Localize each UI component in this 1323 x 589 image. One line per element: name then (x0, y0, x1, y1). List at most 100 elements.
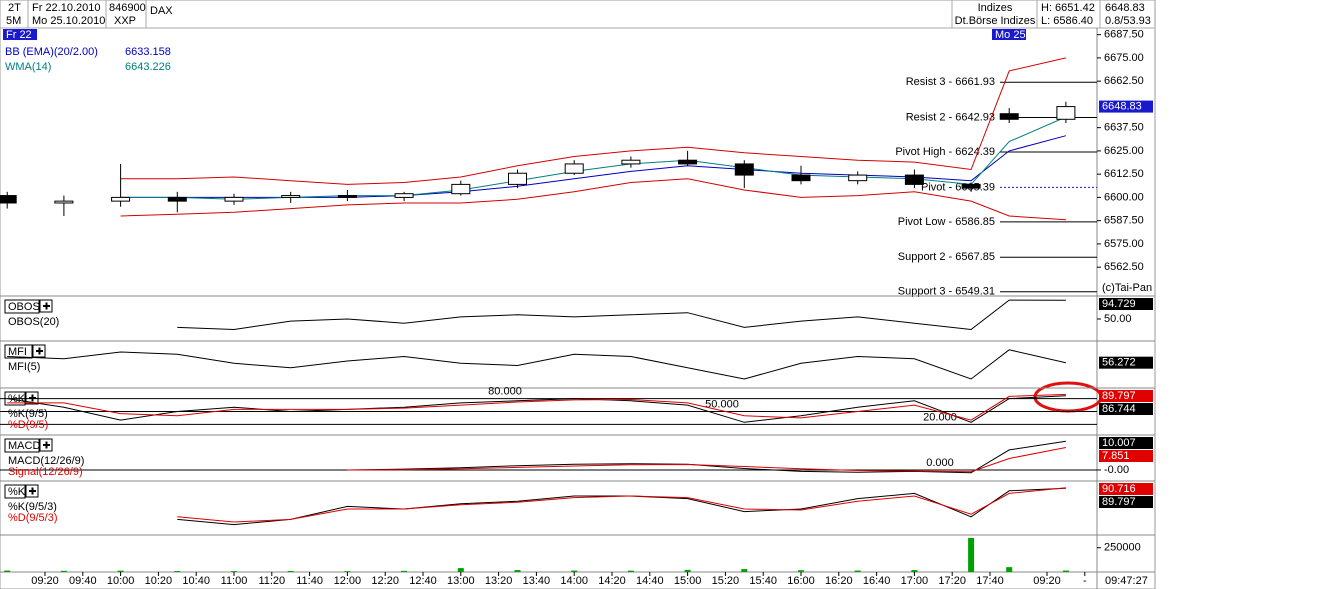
pivot-label: Pivot Low - 6586.85 (898, 216, 995, 228)
volume-bar (287, 571, 294, 572)
x-tick-label: 13:00 (447, 575, 475, 587)
session-label: Fr 22 (6, 29, 32, 41)
candle-body (167, 196, 187, 202)
x-tick-label: 10:00 (107, 575, 135, 587)
volume-bar (741, 569, 748, 572)
value-tag (1099, 437, 1153, 449)
value-tag-label: 94.729 (1102, 298, 1136, 310)
x-tick-label: 11:00 (221, 575, 248, 587)
y-tick-label: 6600.00 (1104, 191, 1144, 203)
level-label: 20.000 (923, 411, 957, 423)
value-tag-label: 56.272 (1102, 357, 1136, 369)
x-tick-label: 14:40 (636, 575, 664, 587)
value-tag (1099, 496, 1153, 508)
volume-bar (174, 571, 181, 572)
y-tick-label: 6587.50 (1104, 215, 1144, 227)
x-tick-label: 13:20 (485, 575, 513, 587)
copyright: (c)Tai-Pan (1102, 282, 1152, 294)
session-marker (3, 29, 37, 40)
candle-body (54, 200, 74, 204)
symbol: DAX (150, 5, 173, 17)
group: Indizes (978, 2, 1013, 14)
pivot-label: Resist 2 - 6642.93 (906, 111, 995, 123)
session-marker (992, 29, 1026, 40)
volume-bar (627, 570, 634, 572)
value-tag (1099, 483, 1153, 495)
panel-title-box (4, 299, 40, 314)
series-name: Signal(12/26/9) (8, 466, 83, 478)
x-tick-label: 10:20 (145, 575, 173, 587)
value-tag-label: 89.797 (1102, 390, 1136, 402)
candle-body (621, 159, 641, 165)
x-tick-label: 17:00 (901, 575, 929, 587)
y-tick-label: 6675.00 (1104, 52, 1144, 64)
clock: 09:47:27 (1105, 575, 1148, 587)
session-label: Mo 25 (995, 29, 1026, 41)
volume-bar (854, 570, 861, 572)
level-label: 80.000 (488, 386, 522, 398)
indicator-line (177, 487, 1066, 523)
volume-bar (1006, 567, 1013, 572)
volume-bar (1062, 570, 1069, 572)
volume-bar (344, 571, 351, 572)
value-tag-label: 90.716 (1102, 483, 1136, 495)
candle-body (224, 196, 244, 202)
panel-title: MACD (8, 440, 40, 452)
x-tick-label: 12:20 (371, 575, 399, 587)
value-tag (1099, 403, 1153, 415)
x-tick-label: 15:40 (749, 575, 777, 587)
value-tag-label: 86.744 (1102, 403, 1136, 415)
panel-toggle-plus (43, 302, 50, 310)
candle-body (451, 183, 471, 195)
candle-body (999, 113, 1019, 120)
y-tick-label: 6612.50 (1104, 168, 1144, 180)
pivot-label: Resist 3 - 6661.93 (906, 76, 995, 88)
volume-bar (911, 570, 918, 572)
y-tick-label: 250000 (1104, 542, 1141, 554)
panel-toggle-plus (29, 487, 36, 495)
value-tag-label: 6648.83 (1102, 100, 1142, 112)
volume-bar (571, 570, 578, 572)
series-name: %D(9/5/3) (8, 512, 58, 524)
y-tick-label: 6625.00 (1104, 145, 1144, 157)
x-tick-label: 13:40 (523, 575, 551, 587)
panel-title: %K (8, 486, 26, 498)
market: Dt.Börse Indizes (955, 15, 1036, 27)
panel-toggle-plus (36, 347, 43, 355)
level-label: 0.000 (926, 457, 954, 469)
x-tick-label: 16:00 (787, 575, 815, 587)
level-label: 50.000 (705, 398, 739, 410)
volume-bar (117, 570, 124, 572)
volume-bar (684, 569, 691, 572)
indicator-line (7, 349, 1067, 380)
candle-body (961, 183, 981, 189)
x-tick-label: 17:40 (976, 575, 1004, 587)
value-tag (1099, 450, 1153, 462)
value-tag-label: 7.851 (1102, 450, 1130, 462)
x-tick-label: 09:20 (31, 575, 59, 587)
y-tick-label: 6575.00 (1104, 238, 1144, 250)
series-name: MFI(5) (8, 361, 40, 373)
x-tick-label: 10:40 (182, 575, 210, 587)
volume-bar (401, 570, 408, 572)
date-from: Fr 22.10.2010 (32, 2, 101, 14)
x-tick-label: 11:40 (296, 575, 323, 587)
value-tag (1099, 298, 1153, 310)
panel-title: MFI (8, 346, 27, 358)
indicator-line (347, 440, 1066, 474)
value-tag (1099, 390, 1153, 402)
header (0, 0, 1155, 29)
pivot-label: Pivot High - 6624.39 (895, 146, 995, 158)
code: 846900 (109, 2, 146, 14)
y2-tick-label: -0.00 (1104, 464, 1129, 476)
y-tick-label: 6637.50 (1104, 122, 1144, 134)
x-tick-label: 11:20 (258, 575, 285, 587)
candle-body (904, 174, 924, 185)
candle-body (0, 195, 17, 204)
high: H: 6651.42 (1041, 2, 1095, 14)
candle-body (848, 174, 868, 182)
value-tag (1099, 100, 1153, 113)
panel-title-box (4, 484, 26, 499)
indicator-line (347, 447, 1066, 473)
candle-body (337, 195, 357, 198)
